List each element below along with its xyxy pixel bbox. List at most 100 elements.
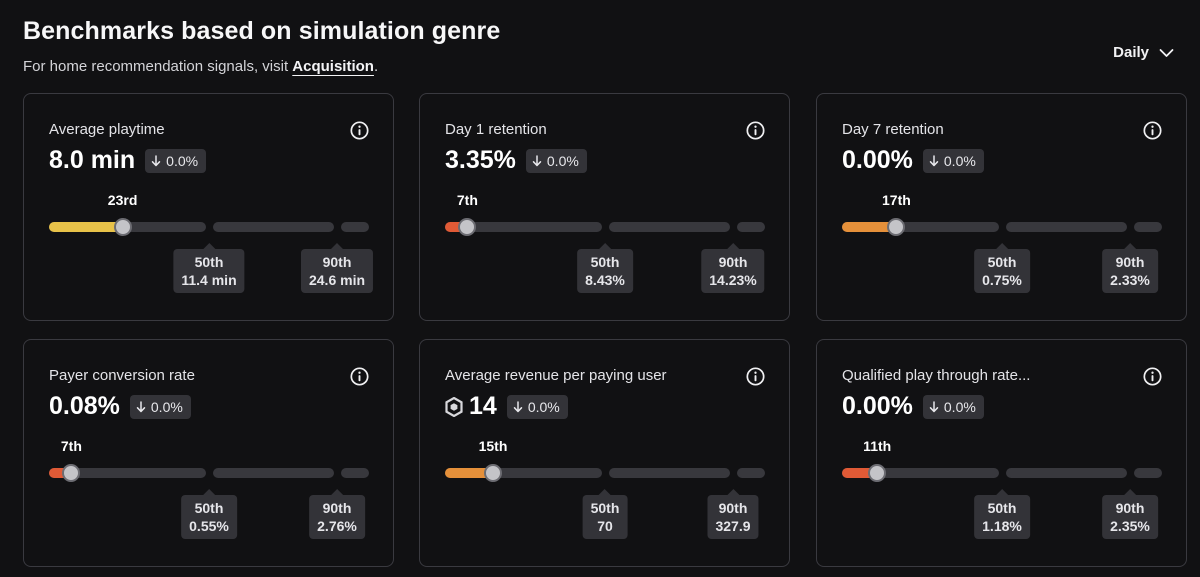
p90-marker: 90th 24.6 min (300, 243, 374, 293)
p50-label: 50th (590, 254, 620, 270)
delta-value: 0.0% (527, 398, 560, 415)
percentile-handle[interactable] (113, 218, 132, 236)
percentile-slider: 7th 50th 8.43% 90th 14.23% (445, 192, 765, 293)
p90-value: 2.76% (317, 518, 357, 534)
p50-label: 50th (194, 254, 224, 270)
metric-value: 0.00% (842, 392, 913, 420)
benchmark-card: Qualified play through rate... 0.00% 0.0% 1… (816, 339, 1187, 567)
metric-value-row: 8.0 min 0.0% (49, 146, 207, 175)
track-segment-mid (1006, 222, 1127, 232)
percentile-slider: 7th 50th 0.55% 90th 2.76% (49, 438, 369, 539)
page-title: Benchmarks based on simulation genre (23, 17, 501, 45)
p50-value: 11.4 min (181, 272, 237, 288)
track-segment-high (737, 222, 765, 232)
metric-value-row: 3.35% 0.0% (445, 146, 587, 175)
delta-value: 0.0% (166, 152, 199, 169)
track-segment-high (341, 222, 369, 232)
p90-label: 90th (1115, 500, 1145, 516)
p90-marker: 90th 2.76% (309, 489, 365, 539)
arrow-down-icon (929, 400, 939, 413)
page-subtitle: For home recommendation signals, visit A… (23, 58, 500, 75)
track-segment-low (445, 468, 602, 478)
page-header: Benchmarks based on simulation genre For… (23, 17, 500, 75)
percentile-slider: 15th 50th 70 90th 327.9 (445, 438, 765, 539)
metric-label: Average revenue per paying user (445, 367, 667, 384)
benchmark-card: Day 7 retention 0.00% 0.0% 17th 50th 0.75% 90t… (816, 93, 1187, 321)
p90-value: 2.35% (1110, 518, 1150, 534)
p50-marker: 50th 0.75% (974, 243, 1030, 293)
metric-value: 0.08% (49, 392, 120, 420)
p50-marker: 50th 0.55% (181, 489, 237, 539)
metric-value-row: 0.00% 0.0% (842, 146, 984, 175)
p50-value: 1.18% (982, 518, 1022, 534)
robux-icon (445, 396, 463, 417)
info-icon[interactable] (1143, 121, 1162, 140)
track-segment-high (341, 468, 369, 478)
subtitle-text: For home recommendation signals, visit (23, 58, 293, 75)
p90-label: 90th (718, 254, 748, 270)
p50-label: 50th (987, 254, 1017, 270)
p90-label: 90th (1115, 254, 1145, 270)
percentile-slider: 17th 50th 0.75% 90th 2.33% (842, 192, 1162, 293)
percentile-handle[interactable] (458, 218, 477, 236)
track-segment-mid (609, 468, 730, 478)
p50-label: 50th (194, 500, 224, 516)
delta-value: 0.0% (943, 152, 976, 169)
metric-value-row: 0.00% 0.0% (842, 392, 984, 421)
track-segment-mid (213, 468, 334, 478)
arrow-down-icon (136, 400, 146, 413)
p50-value: 0.55% (189, 518, 229, 534)
delta-badge: 0.0% (129, 394, 191, 419)
period-dropdown[interactable]: Daily (1113, 44, 1174, 61)
delta-badge: 0.0% (922, 148, 984, 173)
p50-value: 8.43% (585, 272, 625, 288)
percentile-handle[interactable] (484, 464, 502, 482)
p50-marker: 50th 70 (582, 489, 628, 539)
p50-label: 50th (987, 500, 1017, 516)
p90-value: 24.6 min (308, 272, 366, 288)
subtitle-suffix: . (373, 58, 379, 75)
percentile-slider: 23rd 50th 11.4 min 90th 24.6 min (49, 192, 374, 293)
percentile-fill (445, 222, 468, 232)
percentile-handle[interactable] (887, 218, 906, 236)
info-icon[interactable] (746, 367, 765, 386)
metric-label: Day 7 retention (842, 121, 944, 138)
benchmark-card: Day 1 retention 3.35% 0.0% 7th 50th 8.43% 90th… (419, 93, 790, 321)
chevron-down-icon (1159, 48, 1174, 57)
p50-label: 50th (590, 500, 620, 516)
p50-value: 70 (597, 518, 613, 534)
percentile-fill (445, 468, 493, 478)
info-icon[interactable] (1143, 367, 1162, 386)
delta-badge: 0.0% (922, 394, 984, 419)
arrow-down-icon (513, 400, 523, 413)
p90-value: 14.23% (709, 272, 757, 288)
rank-label: 15th (478, 438, 508, 454)
p90-marker: 90th 327.9 (707, 489, 759, 539)
percentile-handle[interactable] (62, 464, 81, 482)
p90-label: 90th (322, 500, 352, 516)
period-label: Daily (1113, 44, 1149, 61)
percentile-fill (49, 222, 123, 232)
percentile-slider: 11th 50th 1.18% 90th 2.35% (842, 438, 1162, 539)
metric-value: 3.35% (445, 146, 516, 174)
rank-label: 7th (60, 438, 82, 454)
delta-value: 0.0% (943, 398, 976, 415)
metric-label: Average playtime (49, 121, 165, 138)
rank-label: 11th (863, 438, 892, 454)
metric-value: 0.00% (842, 146, 913, 174)
delta-badge: 0.0% (506, 394, 568, 419)
p90-marker: 90th 2.35% (1102, 489, 1158, 539)
metric-label: Qualified play through rate... (842, 367, 1031, 384)
percentile-handle[interactable] (868, 464, 887, 482)
info-icon[interactable] (350, 121, 369, 140)
track-segment-mid (609, 222, 730, 232)
info-icon[interactable] (746, 121, 765, 140)
p90-label: 90th (718, 500, 748, 516)
p90-value: 2.33% (1110, 272, 1150, 288)
rank-label: 17th (881, 192, 911, 208)
track-segment-mid (213, 222, 334, 232)
info-icon[interactable] (350, 367, 369, 386)
track-segment-low (445, 222, 602, 232)
acquisition-link[interactable]: Acquisition (292, 58, 374, 75)
metric-label: Payer conversion rate (49, 367, 195, 384)
